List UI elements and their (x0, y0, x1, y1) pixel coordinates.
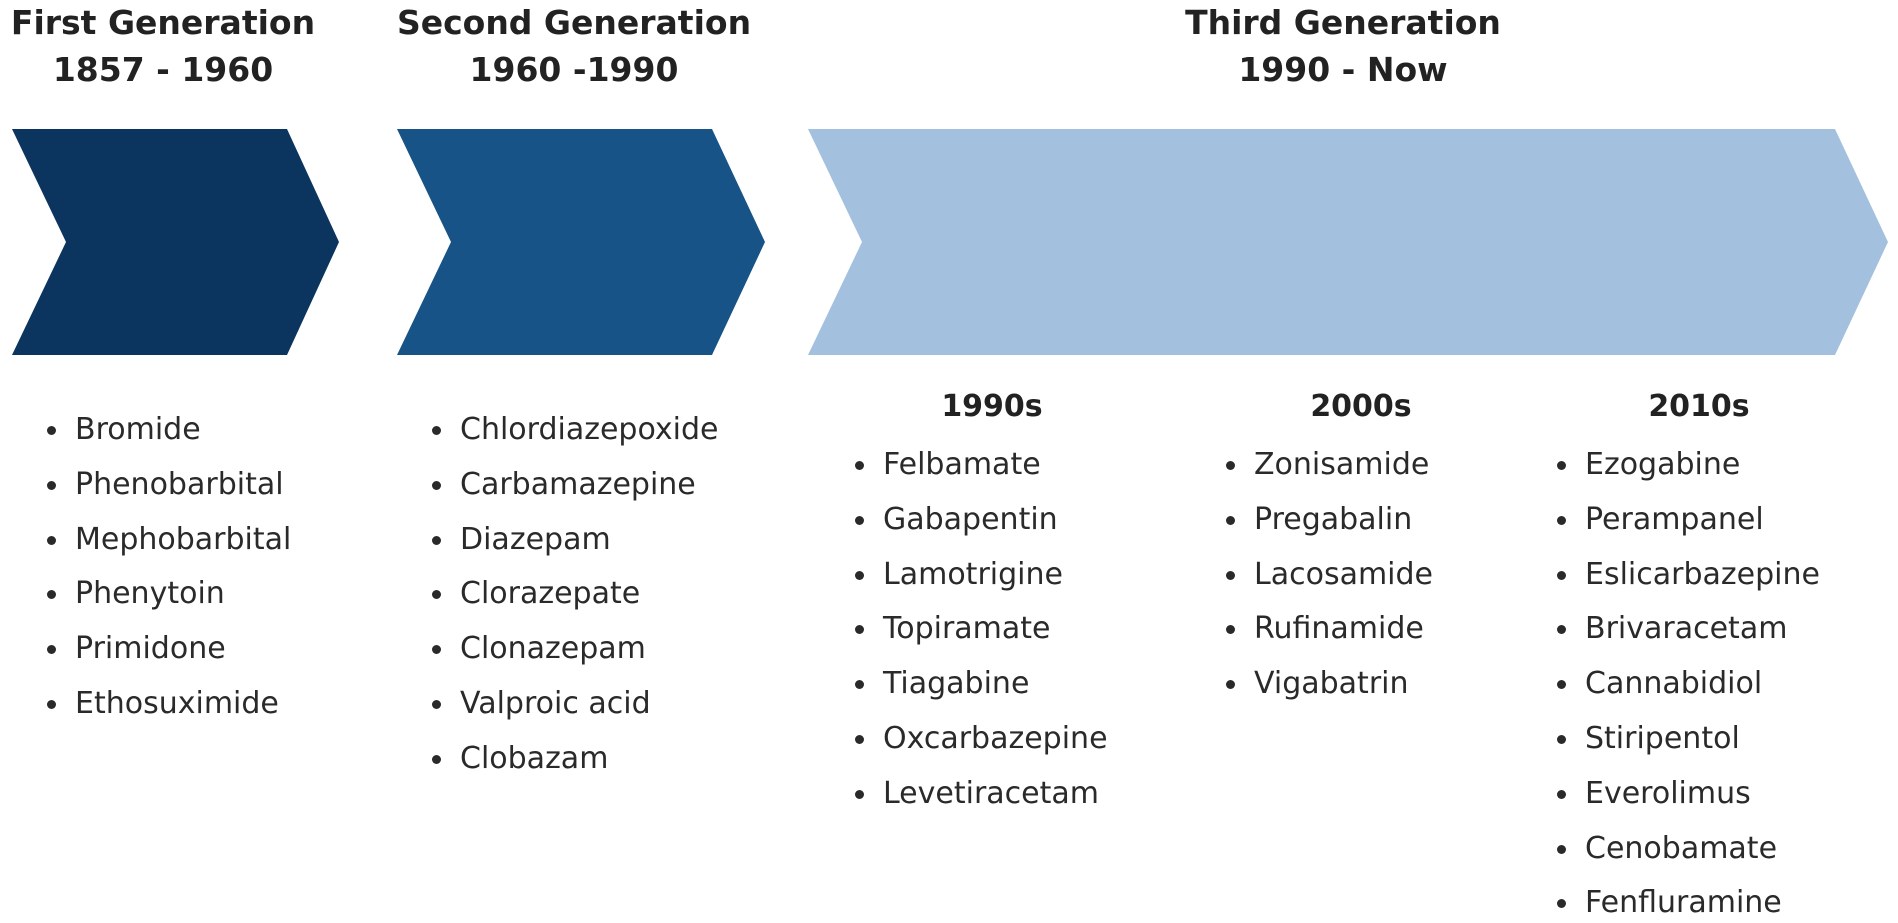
drug-item: Felbamate (855, 445, 1041, 485)
drug-item: Carbamazepine (432, 465, 696, 505)
drug-item: Topiramate (855, 609, 1051, 649)
drug-item: Gabapentin (855, 500, 1058, 540)
decade-heading: 2000s (1310, 389, 1412, 424)
drug-item: Clorazepate (431, 574, 640, 614)
drug-item: Diazepam (432, 520, 611, 560)
drug-item: Lacosamide (1225, 555, 1433, 595)
drug-item: Phenobarbital (47, 465, 284, 505)
drug-item: Zonisamide (1225, 445, 1429, 485)
drug-item: Rufinamide (1226, 609, 1424, 649)
generation-title: First Generation (10, 3, 316, 42)
drug-item: Eslicarbazepine (1557, 555, 1820, 595)
drug-item: Clobazam (431, 739, 608, 779)
drug-item: Perampanel (1557, 500, 1764, 540)
drug-item: Oxcarbazepine (855, 719, 1108, 759)
drug-item: Cannabidiol (1556, 664, 1762, 704)
chevron-third (808, 129, 1888, 355)
generation-title: Third Generation (1185, 3, 1501, 42)
drug-item: Phenytoin (47, 574, 225, 614)
generation-period: 1857 - 1960 (52, 50, 274, 89)
decade-heading: 1990s (941, 389, 1043, 424)
drug-item: Bromide (47, 410, 201, 450)
drug-item: Fenfluramine (1557, 883, 1782, 923)
drug-item: Valproic acid (432, 684, 651, 724)
drug-item: Ethosuximide (47, 684, 279, 724)
generation-period: 1960 -1990 (469, 50, 679, 89)
chevron-first (12, 129, 339, 355)
drug-item: Primidone (47, 629, 226, 669)
drug-item: Cenobamate (1556, 829, 1777, 869)
drug-item: Stiripentol (1557, 719, 1740, 759)
drug-item: Vigabatrin (1226, 664, 1409, 704)
drug-item: Clonazepam (432, 629, 646, 669)
drug-item: Lamotrigine (855, 555, 1063, 595)
generation-period: 1990 - Now (1238, 50, 1448, 89)
drug-item: Pregabalin (1225, 500, 1412, 540)
drug-item: Tiagabine (854, 664, 1029, 704)
chevron-second (397, 129, 765, 355)
decade-heading: 2010s (1648, 389, 1750, 424)
drug-item: Chlordiazepoxide (432, 410, 719, 450)
generation-title: Second Generation (396, 3, 752, 42)
drug-item: Brivaracetam (1556, 609, 1787, 649)
drug-item: Ezogabine (1556, 445, 1740, 485)
drug-item: Mephobarbital (46, 520, 291, 560)
drug-item: Levetiracetam (855, 774, 1099, 814)
drug-item: Everolimus (1557, 774, 1751, 814)
